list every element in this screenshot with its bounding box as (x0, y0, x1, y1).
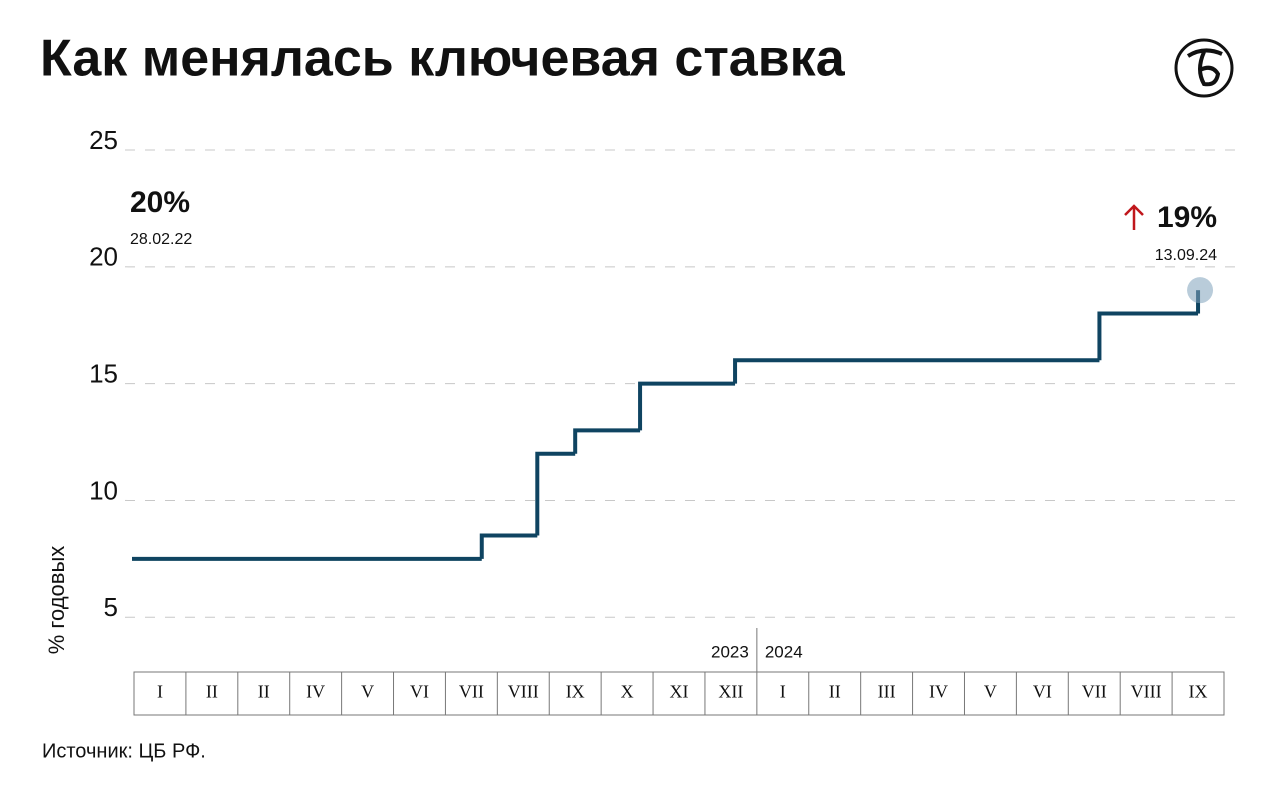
x-tick-label: VI (410, 682, 429, 702)
chart-title: Как менялась ключевая ставка (40, 30, 846, 88)
year-label: 2024 (765, 642, 803, 661)
up-arrow (1124, 204, 1144, 230)
x-tick-label: II (258, 682, 270, 702)
logo (1174, 38, 1234, 98)
x-tick-label: IX (566, 682, 585, 702)
x-tick-label: II (829, 682, 841, 702)
source: Источник: ЦБ РФ. (42, 740, 206, 762)
annotation-value: 19% (1157, 201, 1217, 234)
rate-step (573, 428, 641, 454)
x-tick-label: II (206, 682, 218, 702)
x-tick-label: VIII (508, 682, 539, 702)
x-tick-label: XII (718, 682, 743, 702)
x-tick-label: VIII (1131, 682, 1162, 702)
y-tick-label: 5 (104, 592, 118, 622)
x-tick-label: I (157, 682, 163, 702)
y-tick-label: 15 (89, 359, 118, 389)
x-tick-label: I (780, 682, 786, 702)
year-label: 2023 (711, 642, 749, 661)
x-tick-label: XI (670, 682, 689, 702)
x-tick-label: VII (459, 682, 484, 702)
end-marker (1187, 277, 1214, 304)
x-tick-label: V (984, 682, 997, 702)
x-tick-label: VII (1082, 682, 1107, 702)
x-axis-box (133, 671, 1225, 716)
annotation-date: 28.02.22 (130, 231, 192, 248)
x-tick-label: V (361, 682, 374, 702)
annotation-date: 13.09.24 (1155, 247, 1217, 264)
x-tick-label: III (878, 682, 896, 702)
rate-step (733, 358, 1100, 384)
y-tick-label: 25 (89, 125, 118, 155)
y-axis-label: % годовых (44, 546, 69, 655)
y-tick-label: 20 (89, 242, 118, 272)
annotation-value: 20% (130, 186, 190, 219)
x-tick-label: VI (1033, 682, 1052, 702)
rate-step (638, 381, 736, 431)
rate-step (1097, 311, 1199, 361)
rate-step (535, 451, 576, 536)
y-tick-label: 10 (89, 475, 118, 505)
x-tick-label: IX (1189, 682, 1208, 702)
rate-step (479, 533, 538, 559)
x-tick-label: IV (306, 682, 325, 702)
x-tick-label: X (621, 682, 634, 702)
x-tick-label: IV (929, 682, 948, 702)
